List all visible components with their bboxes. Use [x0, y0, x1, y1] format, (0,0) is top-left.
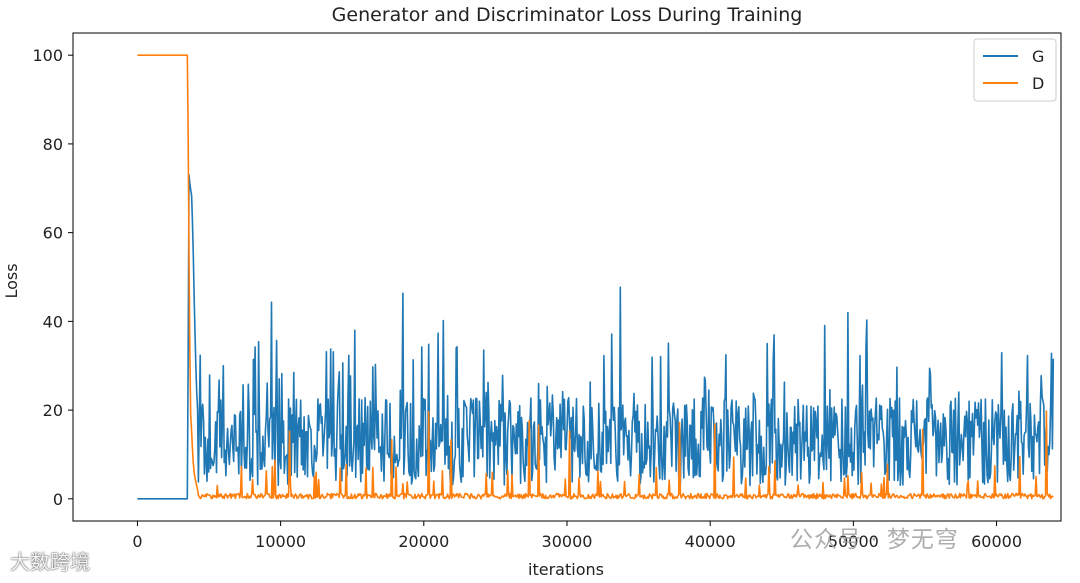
x-tick-label: 0: [132, 532, 142, 551]
legend: G D: [973, 38, 1057, 102]
legend-label-g: G: [1032, 47, 1044, 66]
x-axis-label: iterations: [528, 560, 604, 579]
y-tick-label: 80: [43, 135, 63, 154]
y-tick-label: 0: [53, 490, 63, 509]
y-tick-label: 60: [43, 224, 63, 243]
series-lines: [137, 54, 1055, 500]
legend-label-d: D: [1032, 74, 1044, 93]
y-tick-label: 100: [32, 46, 63, 65]
x-tick-label: 60000: [971, 532, 1022, 551]
y-tick-label: 20: [43, 401, 63, 420]
axis-ticks: 0 10000 20000 30000 40000 50000 60000 0 20 40 60 80…: [32, 46, 1022, 551]
account-watermark: 公众号 · 梦无穹: [790, 527, 959, 553]
series-line-d: [137, 54, 1054, 500]
x-tick-label: 40000: [685, 532, 736, 551]
x-tick-label: 20000: [398, 532, 449, 551]
y-tick-label: 40: [43, 312, 63, 331]
series-line-g: [137, 174, 1055, 500]
y-axis-label: Loss: [2, 263, 21, 298]
legend-box: [973, 38, 1057, 102]
x-tick-label: 10000: [255, 532, 306, 551]
x-tick-label: 50000: [828, 532, 879, 551]
chart-title: Generator and Discriminator Loss During …: [332, 4, 803, 26]
site-watermark: 大数跨境: [10, 550, 90, 574]
x-tick-label: 30000: [542, 532, 593, 551]
